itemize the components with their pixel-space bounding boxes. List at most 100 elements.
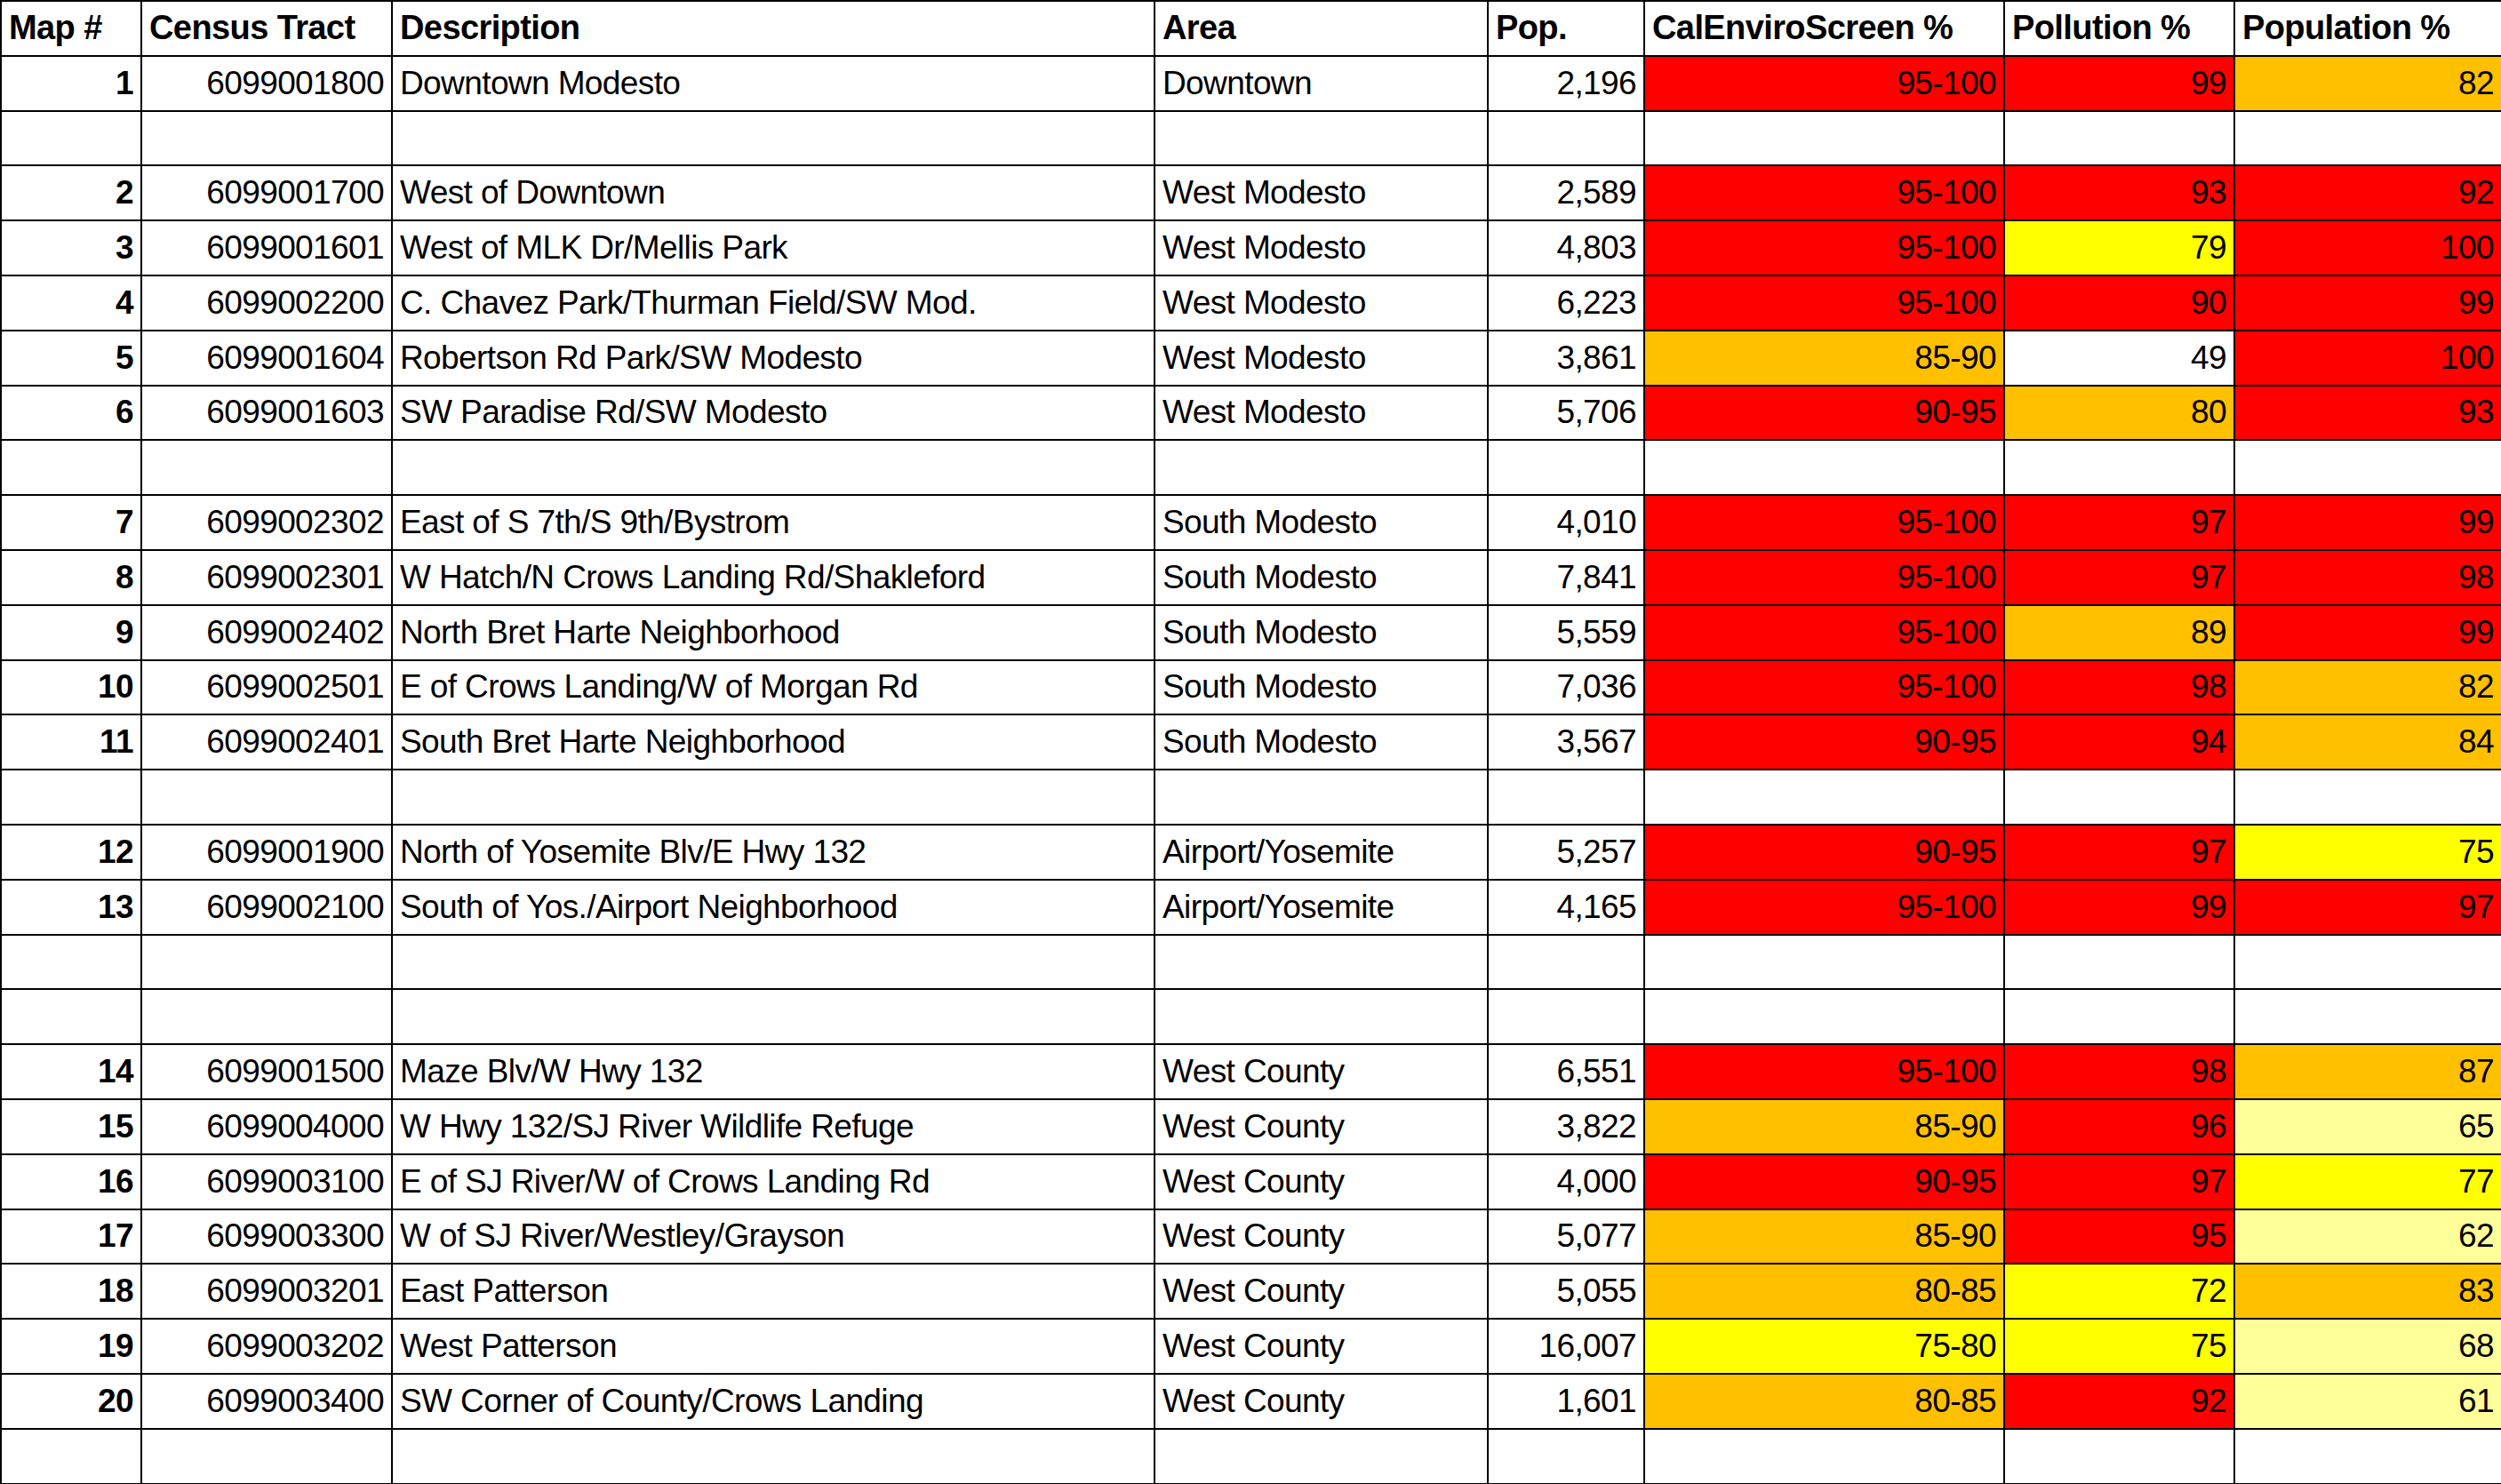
cell-census-tract: 6099001601	[141, 220, 392, 275]
cell-description: C. Chavez Park/Thurman Field/SW Mod.	[392, 275, 1155, 331]
cell-census-tract: 6099002200	[141, 275, 392, 331]
spacer-cell	[141, 935, 392, 990]
cell-population-pct: 75	[2234, 825, 2501, 880]
cell-population: 2,589	[1488, 165, 1644, 220]
cell-area: West Modesto	[1155, 331, 1488, 386]
cell-population: 4,000	[1488, 1154, 1644, 1209]
spacer-cell	[1644, 111, 2004, 166]
spacer-cell	[1155, 989, 1488, 1044]
spacer-cell	[2234, 111, 2501, 166]
cell-population-pct: 93	[2234, 386, 2501, 441]
cell-population-pct: 100	[2234, 331, 2501, 386]
cell-map-number: 16	[1, 1154, 141, 1209]
header-row: Map # Census Tract Description Area Pop.…	[1, 1, 2501, 56]
spacer-cell	[392, 770, 1155, 825]
cell-map-number: 5	[1, 331, 141, 386]
spacer-row	[1, 770, 2501, 825]
cell-census-tract: 6099003300	[141, 1209, 392, 1265]
spacer-row	[1, 111, 2501, 166]
cell-population: 4,165	[1488, 880, 1644, 935]
cell-census-tract: 6099002501	[141, 660, 392, 715]
cell-census-tract: 6099001500	[141, 1044, 392, 1099]
cell-calenviroscreen-pct: 95-100	[1644, 165, 2004, 220]
cell-map-number: 11	[1, 714, 141, 770]
spacer-cell	[1155, 440, 1488, 495]
spacer-cell	[1488, 989, 1644, 1044]
spacer-cell	[392, 440, 1155, 495]
cell-area: West County	[1155, 1319, 1488, 1374]
cell-map-number: 4	[1, 275, 141, 331]
cell-area: South Modesto	[1155, 660, 1488, 715]
cell-area: West County	[1155, 1209, 1488, 1265]
cell-population: 2,196	[1488, 56, 1644, 111]
spacer-cell	[2004, 989, 2234, 1044]
spacer-cell	[1155, 935, 1488, 990]
cell-census-tract: 6099002401	[141, 714, 392, 770]
cell-census-tract: 6099003100	[141, 1154, 392, 1209]
cell-census-tract: 6099001700	[141, 165, 392, 220]
cell-calenviroscreen-pct: 85-90	[1644, 1209, 2004, 1265]
cell-population: 6,223	[1488, 275, 1644, 331]
spacer-cell	[1488, 1429, 1644, 1484]
cell-population: 5,077	[1488, 1209, 1644, 1265]
data-row: 76099002302East of S 7th/S 9th/BystromSo…	[1, 495, 2501, 550]
cell-calenviroscreen-pct: 75-80	[1644, 1319, 2004, 1374]
spacer-cell	[1644, 440, 2004, 495]
header-description: Description	[392, 1, 1155, 56]
cell-map-number: 18	[1, 1264, 141, 1319]
cell-population-pct: 100	[2234, 220, 2501, 275]
spacer-cell	[1, 440, 141, 495]
data-row: 136099002100South of Yos./Airport Neighb…	[1, 880, 2501, 935]
data-row: 206099003400SW Corner of County/Crows La…	[1, 1374, 2501, 1429]
spacer-cell	[141, 1429, 392, 1484]
census-tract-table: Map # Census Tract Description Area Pop.…	[0, 0, 2501, 1484]
cell-calenviroscreen-pct: 95-100	[1644, 220, 2004, 275]
spacer-cell	[2234, 989, 2501, 1044]
spacer-cell	[392, 989, 1155, 1044]
cell-population-pct: 99	[2234, 275, 2501, 331]
spacer-cell	[1644, 935, 2004, 990]
spacer-row	[1, 935, 2501, 990]
cell-map-number: 1	[1, 56, 141, 111]
cell-census-tract: 6099002402	[141, 605, 392, 660]
cell-population: 1,601	[1488, 1374, 1644, 1429]
cell-census-tract: 6099003400	[141, 1374, 392, 1429]
cell-description: North of Yosemite Blv/E Hwy 132	[392, 825, 1155, 880]
cell-description: E of SJ River/W of Crows Landing Rd	[392, 1154, 1155, 1209]
cell-calenviroscreen-pct: 90-95	[1644, 714, 2004, 770]
cell-area: West Modesto	[1155, 165, 1488, 220]
data-row: 106099002501E of Crows Landing/W of Morg…	[1, 660, 2501, 715]
cell-population-pct: 77	[2234, 1154, 2501, 1209]
cell-area: West County	[1155, 1374, 1488, 1429]
cell-area: West Modesto	[1155, 275, 1488, 331]
cell-area: West County	[1155, 1044, 1488, 1099]
cell-census-tract: 6099002301	[141, 550, 392, 605]
data-row: 66099001603SW Paradise Rd/SW ModestoWest…	[1, 386, 2501, 441]
header-area: Area	[1155, 1, 1488, 56]
cell-pollution-pct: 97	[2004, 825, 2234, 880]
cell-description: South of Yos./Airport Neighborhood	[392, 880, 1155, 935]
cell-map-number: 13	[1, 880, 141, 935]
cell-census-tract: 6099003201	[141, 1264, 392, 1319]
cell-description: East Patterson	[392, 1264, 1155, 1319]
spacer-cell	[2234, 440, 2501, 495]
header-pollution-pct: Pollution %	[2004, 1, 2234, 56]
cell-pollution-pct: 97	[2004, 495, 2234, 550]
cell-pollution-pct: 95	[2004, 1209, 2234, 1265]
cell-pollution-pct: 97	[2004, 550, 2234, 605]
cell-pollution-pct: 98	[2004, 1044, 2234, 1099]
cell-map-number: 14	[1, 1044, 141, 1099]
cell-map-number: 2	[1, 165, 141, 220]
cell-pollution-pct: 80	[2004, 386, 2234, 441]
cell-population-pct: 82	[2234, 660, 2501, 715]
data-row: 96099002402North Bret Harte Neighborhood…	[1, 605, 2501, 660]
cell-pollution-pct: 94	[2004, 714, 2234, 770]
cell-area: Downtown	[1155, 56, 1488, 111]
spacer-cell	[1, 770, 141, 825]
cell-map-number: 15	[1, 1099, 141, 1154]
cell-population: 3,567	[1488, 714, 1644, 770]
cell-map-number: 19	[1, 1319, 141, 1374]
spacer-cell	[2234, 770, 2501, 825]
cell-description: W of SJ River/Westley/Grayson	[392, 1209, 1155, 1265]
cell-population-pct: 62	[2234, 1209, 2501, 1265]
